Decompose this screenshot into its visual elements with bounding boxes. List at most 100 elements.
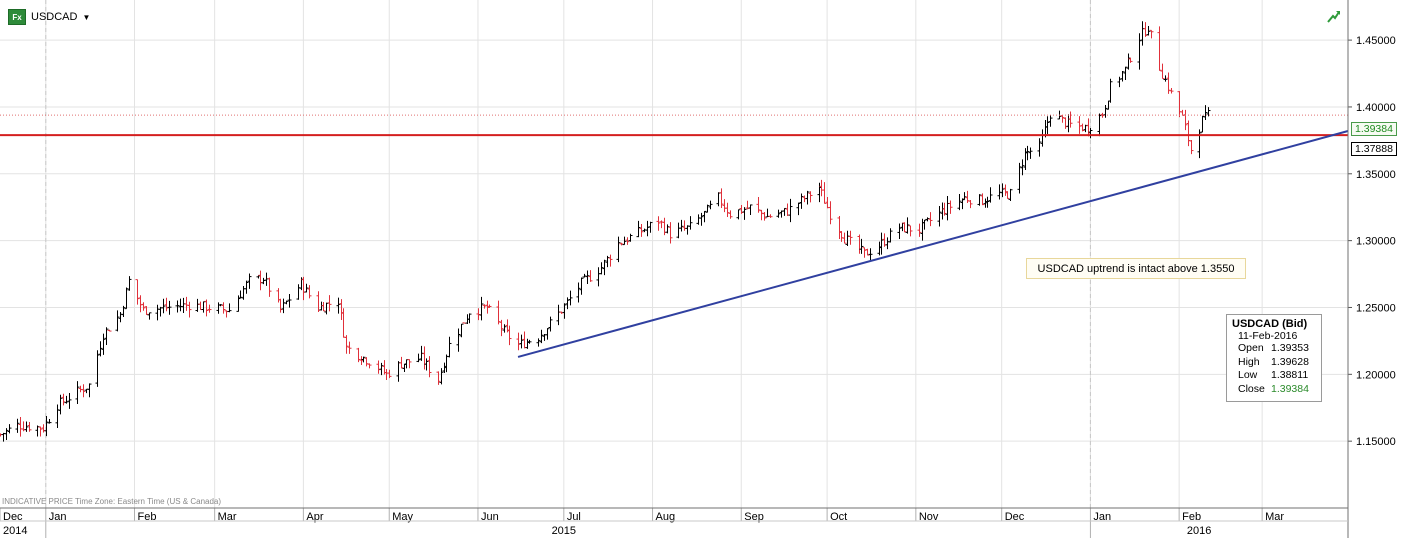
ohlc-bar [81,384,86,398]
month-label: Mar [218,511,237,523]
ohlc-bar [204,299,209,317]
ohlc-bar [565,297,570,310]
ohlc-bar [796,202,801,216]
year-label: 2014 [3,525,27,537]
ohlc-bar [877,241,882,256]
ohlc-bar [659,220,664,229]
ohlc-bar [842,232,847,244]
month-label: Jan [49,511,67,523]
last-close-tag: 1.39384 [1351,122,1397,136]
ohlc-bar [539,329,544,344]
ohlc-bar [95,350,100,387]
ohlc-bar [307,285,312,299]
ohlc-bar [588,270,593,282]
ohlc-bar [439,368,444,385]
year-label: 2015 [552,525,576,537]
ohlc-bar [1123,66,1128,81]
ohlc-bar [124,287,129,310]
month-label: Dec [3,511,23,523]
ohlc-bar [702,210,707,223]
ohlc-bar [184,296,189,311]
ohlc-bar [1028,147,1033,159]
ohlc-bar [1060,115,1065,123]
ohlc-bar [857,234,862,254]
info-row-open: Open 1.39353 [1238,342,1316,356]
ohlc-bar [244,280,249,294]
ohlc-bar [628,233,633,242]
y-tick-label: 1.35000 [1356,169,1396,181]
ohlc-bar [1157,26,1162,71]
ohlc-bar [104,327,109,345]
ohlc-bar [656,216,661,231]
ohlc-bar [404,359,409,369]
ohlc-bar [1203,105,1208,120]
ohlc-bar [121,305,126,317]
chart-annotation: USDCAD uptrend is intact above 1.3550 [1026,258,1246,279]
ohlc-bar [227,303,232,313]
ohlc-bar [321,301,326,312]
ohlc-bar [625,237,630,245]
month-label: Jul [567,511,581,523]
ohlc-bar [962,192,967,200]
chevron-down-icon[interactable]: ▼ [82,12,91,22]
info-row-high: High 1.39628 [1238,356,1316,370]
symbol-label[interactable]: USDCAD [31,11,78,23]
ohlc-bar [336,297,341,314]
ohlc-bar [1149,29,1154,39]
ohlc-bar [18,416,23,437]
ohlc-bar [324,302,329,315]
ohlc-bar [7,424,12,434]
ohlc-bar [748,204,753,216]
ohlc-bar [905,217,910,234]
month-label: Apr [306,511,323,523]
month-label: Feb [138,511,157,523]
info-label: High [1238,355,1260,368]
month-label: Aug [656,511,676,523]
ohlc-bar [1169,87,1174,94]
trend-arrow-icon[interactable] [1326,8,1342,24]
price-bars [0,21,1211,442]
ohlc-bar [198,301,203,311]
ohlc-bar [402,363,407,373]
ohlc-bar [416,353,421,363]
ohlc-bar [216,302,221,314]
ohlc-bar [344,335,349,354]
support-level-tag: 1.37888 [1351,142,1397,156]
ohlc-bar [728,210,733,219]
ohlc-bar [38,426,43,437]
ohlc-bar [467,313,472,324]
ohlc-bar [1206,107,1211,117]
ohlc-bar [1143,22,1148,37]
ohlc-bar [536,338,541,347]
ohlc-bar [980,193,985,206]
ohlc-bar [135,279,140,305]
ohlc-bar [1040,129,1045,147]
ohlc-bar [87,383,92,398]
ohlc-bar [776,209,781,218]
ohlc-bar [1103,104,1108,118]
symbol-header[interactable]: Fx USDCAD ▼ [8,8,90,26]
ohlc-bar [817,182,822,203]
ohlc-bar [1086,118,1091,137]
ohlc-bar [181,297,186,314]
ohlc-bar [948,200,953,214]
ohlc-bar [238,290,243,299]
month-label: Sep [744,511,764,523]
ohlc-bar [1140,21,1145,46]
month-label: Nov [919,511,939,523]
ohlc-bar [1080,123,1085,132]
ohlc-bar [722,199,727,213]
ohlc-bar [519,334,524,349]
ohlc-bar [868,248,873,260]
ohlc-bar [167,300,172,315]
ohlc-bar [101,333,106,355]
ohlc-bar [1128,57,1133,63]
ohlc-bar [719,188,724,209]
ohlc-bar [977,194,982,206]
ohlc-bar [258,270,263,291]
ohlc-bar [1003,184,1008,196]
ohlc-bar [195,298,200,312]
ohlc-bar [765,208,770,218]
